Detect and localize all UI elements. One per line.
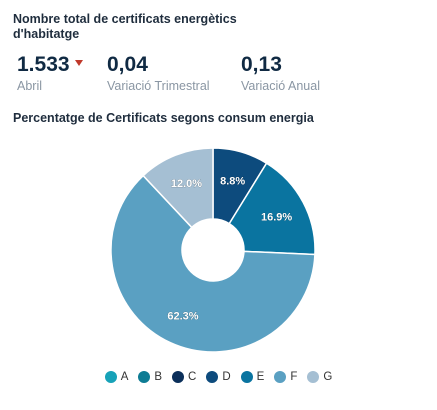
kpi-quarterly: 0,04 Variació Trimestral [107,53,210,94]
legend-label-E: E [256,371,265,383]
kpi-annual-value: 0,13 [241,53,282,76]
legend-swatch-E [240,371,253,383]
kpi-monthly-value: 1.533 [17,53,70,76]
donut-chart: 8.8% 16.9% 62.3% 12.0% [110,147,316,353]
kpi-annual: 0,13 Variació Anual [241,53,320,94]
legend-item-D[interactable]: D [206,371,231,383]
legend-label-G: G [323,371,333,383]
legend-label-B: B [154,371,163,383]
legend-item-F[interactable]: F [274,371,297,383]
legend-item-C[interactable]: C [172,371,196,383]
chart-legend: A B C D E F G [0,371,437,383]
legend-swatch-C [172,371,185,383]
slice-E[interactable] [228,162,316,256]
page-title: Nombre total de certificats energètics d… [13,12,237,41]
legend-label-D: D [222,371,231,383]
legend-item-A[interactable]: A [104,371,129,383]
slice-label-F: 62.3% [167,310,198,322]
legend-swatch-D [206,371,219,383]
slice-label-G: 12.0% [171,178,202,190]
legend-label-C: C [188,371,197,383]
slice-label-E: 16.9% [261,211,292,223]
trend-down-icon [74,60,83,66]
legend-swatch-G [307,371,320,383]
kpi-annual-label: Variació Anual [241,79,320,93]
legend-item-B[interactable]: B [138,371,162,383]
kpi-quarterly-value: 0,04 [107,53,148,76]
legend-swatch-F [274,371,287,383]
legend-item-G[interactable]: G [307,371,332,383]
chart-title: Percentatge de Certificats segons consum… [13,111,314,125]
kpi-monthly: 1.533 Abril [17,53,83,94]
legend-swatch-B [138,371,151,383]
slice-F[interactable] [110,174,316,353]
legend-label-F: F [290,371,298,383]
slice-G[interactable] [142,147,214,229]
kpi-quarterly-label: Variació Trimestral [107,79,210,93]
kpi-monthly-label: Abril [17,79,43,93]
legend-item-E[interactable]: E [240,371,265,383]
legend-label-A: A [120,371,129,383]
slice-label-D: 8.8% [220,176,245,188]
legend-swatch-A [104,371,117,383]
